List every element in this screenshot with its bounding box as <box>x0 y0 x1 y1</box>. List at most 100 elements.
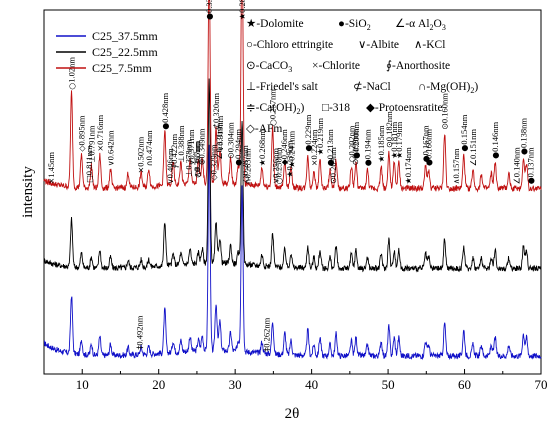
peak-annotation-label: ★0.174nm <box>403 147 413 185</box>
peak-annotation-label: ∨0.642nm <box>106 130 116 166</box>
peak-annotation-label: ×1.45nm <box>46 152 56 185</box>
peak-annotation: ‡0.492nm <box>135 315 145 349</box>
peak-annotation: ⊥0.791nm <box>86 125 96 162</box>
phase-key-al2o3: ∠-α Al2O3 <box>395 18 446 32</box>
peak-annotation-label: ○0.257nm <box>268 89 278 126</box>
peak-annotation: ●0.200nm <box>351 122 361 159</box>
peak-annotation-label: ★0.185nm <box>376 125 386 163</box>
peak-annotation-label: ★0.181nm <box>389 121 399 159</box>
peak-annotation: ●0.213nm <box>325 129 335 166</box>
series-line-0 <box>43 144 542 361</box>
x-tick-label: 10 <box>76 377 89 392</box>
peak-annotation: ○0.257nm <box>268 89 278 126</box>
peak-annotation: ○0.250nm <box>274 147 284 184</box>
peak-annotation-label: ×0.502nm <box>135 136 145 173</box>
peak-annotation-label: ◆0.246nm <box>279 129 289 166</box>
peak-annotation-label: ⊙0.160nm <box>440 93 450 130</box>
peak-annotation-label: ★0.219nm <box>315 118 325 156</box>
peak-annotation-label: ⊙0.304nm <box>226 122 236 159</box>
peak-annotation-label: ●0.336nm <box>204 0 214 20</box>
peak-annotation-label: ●0.138nm <box>518 118 528 155</box>
peak-annotation-label: ∩0.283nm <box>242 148 252 184</box>
peak-annotation: ★0.268nm <box>257 129 267 167</box>
peak-annotation-label: ∠0.140nm <box>512 147 522 185</box>
x-tick-label: 30 <box>229 377 242 392</box>
peak-annotation-label: ∠0.151nm <box>468 129 478 167</box>
x-axis-ticks: 10 20 30 40 50 60 70 <box>43 369 548 392</box>
peak-annotation: ∧0.157nm <box>451 148 461 184</box>
phase-key-protoensratite: ◆-Protoensratite <box>366 102 443 114</box>
peak-annotation-label: ⊙0.182nm <box>384 111 394 148</box>
peak-annotation: ∠0.151nm <box>468 129 478 167</box>
peak-annotation: ⊙0.182nm <box>384 111 394 148</box>
peak-annotation-label: ●0.137nm <box>525 147 535 184</box>
phase-key-friedels-salt: ⊥-Friedel's salt <box>246 81 319 93</box>
phase-key-caoh2: ≑-Ca(OH)2) <box>246 102 305 116</box>
peak-annotation: ★0.239nm <box>284 140 294 178</box>
phase-key-anorthosite: ∮-Anorthosite <box>386 59 450 72</box>
peak-annotation-label: ∠0.331nm <box>214 122 224 160</box>
peak-annotation-label: ●0.428nm <box>160 92 170 129</box>
peak-annotation: ●0.167nm <box>421 125 431 162</box>
peak-annotation-label: ★0.179nm <box>394 121 404 159</box>
peak-annotation-label: ⊕0.349nm <box>197 128 207 165</box>
phase-key-albite: ∨-Albite <box>358 39 399 51</box>
peak-annotation: ★0.179nm <box>394 121 404 159</box>
peak-annotation: ⊙0.160nm <box>440 93 450 130</box>
phase-key-kcl: ∧-KCl <box>414 39 445 51</box>
peak-annotation: ●0.294nm <box>233 129 243 166</box>
x-tick-label: 70 <box>535 377 548 392</box>
phase-key-dolomite: ★-Dolomite <box>246 18 304 30</box>
phase-key-chlorite: ×-Chlorite <box>312 60 360 72</box>
peak-annotation: ○1.02nm <box>67 57 77 90</box>
peak-annotation: ★0.219nm <box>315 118 325 156</box>
peak-annotation-label: ●0.154nm <box>459 114 469 151</box>
peak-annotation-label: ⊥0.378nm <box>184 139 194 176</box>
legend-label-s2: C25_7.5mm <box>92 61 152 75</box>
peak-annotation-label: ●0.167nm <box>421 125 431 162</box>
peak-annotation-label: ○1.02nm <box>67 57 77 90</box>
x-tick-label: 40 <box>305 377 318 392</box>
peak-annotation-label: ★0.241nm <box>287 131 297 169</box>
peak-annotation-label: ∨0.319nm <box>215 115 225 151</box>
peak-annotation-label: ∨0.256nm <box>271 148 281 184</box>
peak-annotation-label: ★0.239nm <box>284 140 294 178</box>
peak-annotation: ★0.181nm <box>389 121 399 159</box>
peak-annotation: ∩0.474nm <box>144 130 154 166</box>
peak-annotation-label: ‡0.262nm <box>262 317 272 351</box>
phase-key-nacl: ⊄-NaCl <box>353 81 391 93</box>
peak-annotation: ×0.224nm <box>309 129 319 166</box>
peak-annotation: ●0.229nm <box>303 114 313 151</box>
peak-annotation-label: ⊙0.199nm <box>350 128 360 165</box>
peak-annotation-label: ∨0.406nm <box>165 148 175 184</box>
phase-key-sio2: ●-SiO2 <box>338 18 371 32</box>
peak-annotation-label: ‡0.492nm <box>135 315 145 349</box>
peak-annotation: ●0.137nm <box>525 147 535 184</box>
peak-annotation: ∨0.642nm <box>106 130 116 166</box>
phase-key-afm: ◇-AFm <box>246 123 282 135</box>
series-line-1 <box>43 78 542 273</box>
peak-annotation-label: ⊙0.209nm <box>328 147 338 184</box>
peak-annotation-label: ●0.294nm <box>233 129 243 166</box>
peak-annotation-label: ○0.250nm <box>274 147 284 184</box>
peak-annotation: ★0.185nm <box>376 125 386 163</box>
peak-annotation: ●0.428nm <box>160 92 170 129</box>
phase-key-318: □-318 <box>322 102 350 114</box>
peak-annotation: ×1.45nm <box>46 152 56 185</box>
peak-annotation: ⊕0.349nm <box>197 128 207 165</box>
peak-annotation-label: ⊥0.791nm <box>86 125 96 162</box>
peak-annotation: ⊙0.209nm <box>328 147 338 184</box>
peak-annotation-label: ★0.289nm <box>237 0 247 20</box>
peak-annotation: ○0.287nm <box>240 145 250 182</box>
peak-annotation-label: ●0.166nm <box>424 129 434 166</box>
peak-annotation-label: ●0.194nm <box>362 129 372 166</box>
peak-annotation: ●0.146nm <box>490 122 500 159</box>
peak-annotation-label: ○0.202nm <box>346 125 356 162</box>
plot-area <box>43 9 542 375</box>
peak-annotation-label: ◇0.329nm <box>209 144 219 181</box>
peak-annotation-label: ○0.367nm <box>192 140 202 177</box>
peak-annotation: ★0.289nm <box>237 0 247 20</box>
peak-annotation: ●0.336nm <box>204 0 214 20</box>
peak-annotation-label: ⊄0.320nm <box>211 93 221 130</box>
